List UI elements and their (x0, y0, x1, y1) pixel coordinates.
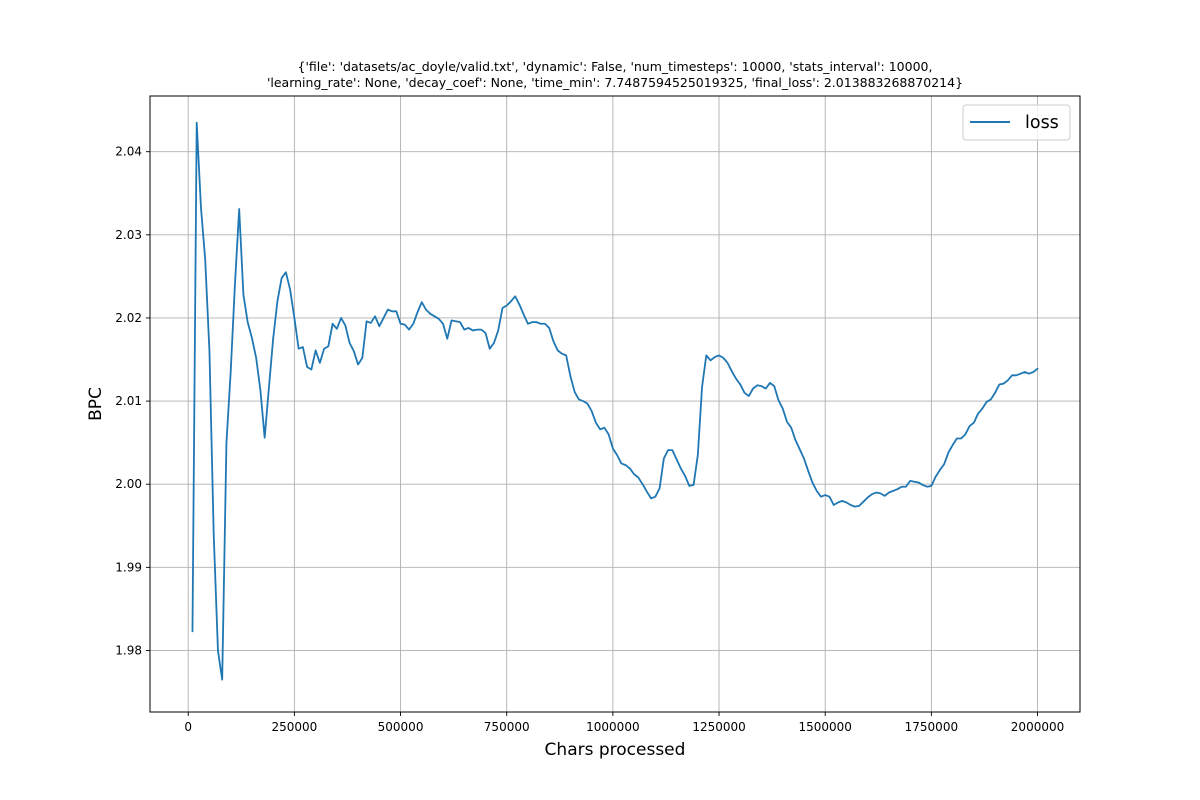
chart-title-line-1: {'file': 'datasets/ac_doyle/valid.txt', … (298, 59, 933, 74)
series-layer (191, 121, 1039, 681)
legend-box (962, 104, 1071, 141)
x-tick-label: 500000 (378, 720, 424, 734)
y-tick-label: 1.98 (115, 643, 142, 657)
plot-area-frame (149, 95, 1081, 713)
y-axis-label: BPC (86, 387, 106, 421)
x-tick-label: 750000 (484, 720, 530, 734)
legend-label-loss: loss (1025, 113, 1059, 133)
x-tick-label: 1750000 (905, 720, 958, 734)
x-tick-label: 2000000 (1011, 720, 1064, 734)
y-tick-label: 2.04 (115, 145, 142, 159)
axis-ticks: 0 250000 500000 750000 1000000 1250000 1500000… (115, 145, 1064, 734)
y-tick-label: 1.99 (115, 560, 142, 574)
series-line-loss (191, 121, 1039, 681)
y-tick-label: 2.00 (115, 477, 142, 491)
y-tick-label: 2.03 (115, 228, 142, 242)
chart-title-line-2: 'learning_rate': None, 'decay_coef': Non… (267, 75, 963, 90)
x-tick-label: 1250000 (692, 720, 745, 734)
legend: loss (962, 104, 1071, 141)
y-tick-label: 2.02 (115, 311, 142, 325)
x-tick-label: 1500000 (798, 720, 851, 734)
x-tick-label: 0 (184, 720, 192, 734)
x-tick-label: 250000 (271, 720, 317, 734)
x-axis-label: Chars processed (545, 740, 686, 760)
x-tick-label: 1000000 (586, 720, 639, 734)
y-tick-label: 2.01 (115, 394, 142, 408)
grid (150, 96, 1080, 712)
